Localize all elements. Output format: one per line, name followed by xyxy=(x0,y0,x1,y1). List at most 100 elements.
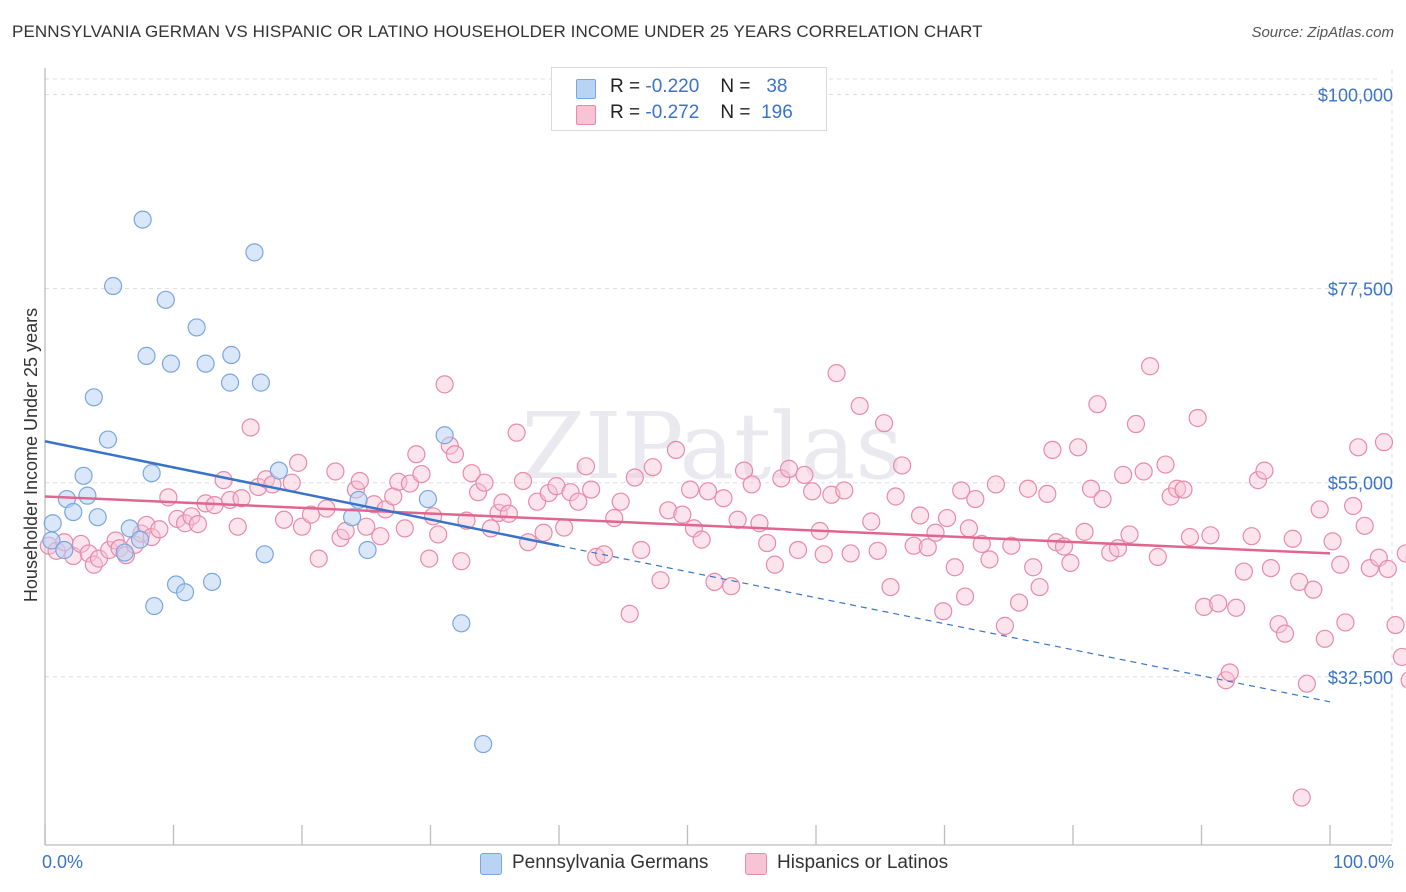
hispanic-point xyxy=(357,517,376,536)
hispanic-point xyxy=(1242,527,1261,546)
hispanic-point xyxy=(407,445,426,464)
hispanic-point xyxy=(659,501,678,520)
hispanic-point xyxy=(1088,395,1107,414)
hispanic-point xyxy=(1304,580,1323,599)
hispanic-point xyxy=(995,616,1014,635)
hispanic-point xyxy=(714,489,733,508)
y-tick-label: $55,000 xyxy=(1328,474,1393,494)
pennsylvania-point xyxy=(64,502,83,522)
hispanic-point xyxy=(513,471,533,491)
hispanic-point xyxy=(569,492,588,511)
hispanic-point xyxy=(435,375,454,394)
hispanic-point xyxy=(1018,479,1038,498)
hispanic-point xyxy=(1344,496,1363,516)
chart-title: PENNSYLVANIA GERMAN VS HISPANIC OR LATIN… xyxy=(12,22,983,41)
hispanic-point xyxy=(1220,663,1239,682)
hispanic-point xyxy=(1234,562,1254,581)
hispanic-point xyxy=(1310,500,1329,519)
hispanic-point xyxy=(1009,593,1029,612)
hispanic-point xyxy=(680,480,700,499)
hispanic-point xyxy=(1290,572,1309,591)
hispanic-point xyxy=(1386,615,1405,635)
hispanic-point xyxy=(214,471,233,490)
hispanic-point xyxy=(1275,624,1295,643)
x-tick-label-min: 0.0% xyxy=(42,852,84,872)
hispanic-point xyxy=(862,512,881,531)
hispanic-point xyxy=(429,525,448,544)
hispanic-point xyxy=(886,487,905,506)
hispanic-point xyxy=(301,505,321,524)
hispanic-point xyxy=(1255,461,1274,480)
hispanic-point xyxy=(1188,408,1207,428)
pennsylvania-point xyxy=(245,243,264,262)
hispanic-point xyxy=(926,523,945,542)
hispanic-point xyxy=(282,473,301,492)
legend-swatch-blue xyxy=(480,853,502,875)
hispanic-point xyxy=(698,482,718,501)
hispanic-point xyxy=(850,396,869,416)
hispanic-point xyxy=(389,472,408,491)
hispanic-point xyxy=(765,555,784,574)
hispanic-point xyxy=(827,364,846,383)
pennsylvania-trend-extension xyxy=(558,545,1331,703)
hispanic-point xyxy=(980,550,999,569)
hispanic-point xyxy=(758,533,777,553)
hispanic-point xyxy=(835,481,854,500)
hispanic-point xyxy=(666,440,686,460)
hispanic-point xyxy=(1108,539,1128,558)
y-axis-title: Householder Income Under 25 years xyxy=(21,308,41,602)
series-pennsylvania-points xyxy=(42,210,493,754)
pennsylvania-point xyxy=(196,354,215,373)
hispanic-point xyxy=(972,534,991,554)
hispanic-point xyxy=(326,462,345,481)
hispanic-point xyxy=(625,468,644,487)
hispanic-point xyxy=(1336,613,1355,632)
hispanic-point xyxy=(1297,674,1316,693)
hispanic-point xyxy=(1378,559,1397,579)
hispanic-point xyxy=(788,540,808,560)
pennsylvania-point xyxy=(137,346,156,365)
hispanic-point xyxy=(475,473,494,492)
hispanic-point xyxy=(705,572,724,591)
hispanic-point xyxy=(1323,532,1342,551)
hispanic-point xyxy=(507,423,526,442)
hispanic-point xyxy=(795,465,814,485)
hispanic-point xyxy=(1061,553,1080,573)
hispanic-point xyxy=(945,558,964,577)
hispanic-point xyxy=(292,517,312,536)
hispanic-point xyxy=(1396,544,1406,563)
y-tick-label: $100,000 xyxy=(1318,86,1393,106)
pennsylvania-point xyxy=(120,519,139,538)
hispanic-point xyxy=(918,538,937,557)
pennsylvania-point xyxy=(251,373,270,392)
legend-swatch-pink xyxy=(745,853,767,875)
hispanic-point xyxy=(1392,647,1406,667)
pennsylvania-point xyxy=(161,354,181,373)
hispanic-point xyxy=(412,464,431,484)
hispanic-trend-line xyxy=(44,495,1331,555)
hispanic-point xyxy=(1167,479,1187,498)
hispanic-point xyxy=(734,461,754,480)
hispanic-point xyxy=(468,483,488,502)
hispanic-point xyxy=(1002,536,1021,555)
pennsylvania-point xyxy=(222,345,241,365)
hispanic-point xyxy=(904,536,923,555)
hispanic-point xyxy=(1174,480,1193,499)
hispanic-point xyxy=(952,481,971,500)
hispanic-point xyxy=(1156,455,1175,474)
hispanic-point xyxy=(232,489,251,508)
hispanic-point xyxy=(651,571,670,590)
legend-n-label: N = xyxy=(720,102,751,123)
hispanic-point xyxy=(934,602,953,621)
legend-r-label: R = xyxy=(610,76,641,97)
hispanic-point xyxy=(875,414,894,433)
hispanic-point xyxy=(150,520,169,539)
y-tick-labels: $32,500 $55,000 $77,500 $100,000 xyxy=(1318,86,1393,688)
hispanic-point xyxy=(309,549,328,568)
hispanic-point xyxy=(582,480,601,499)
pennsylvania-point xyxy=(98,430,118,449)
hispanic-point xyxy=(1261,558,1280,578)
hispanic-point xyxy=(692,530,711,549)
pennsylvania-point xyxy=(358,540,377,560)
